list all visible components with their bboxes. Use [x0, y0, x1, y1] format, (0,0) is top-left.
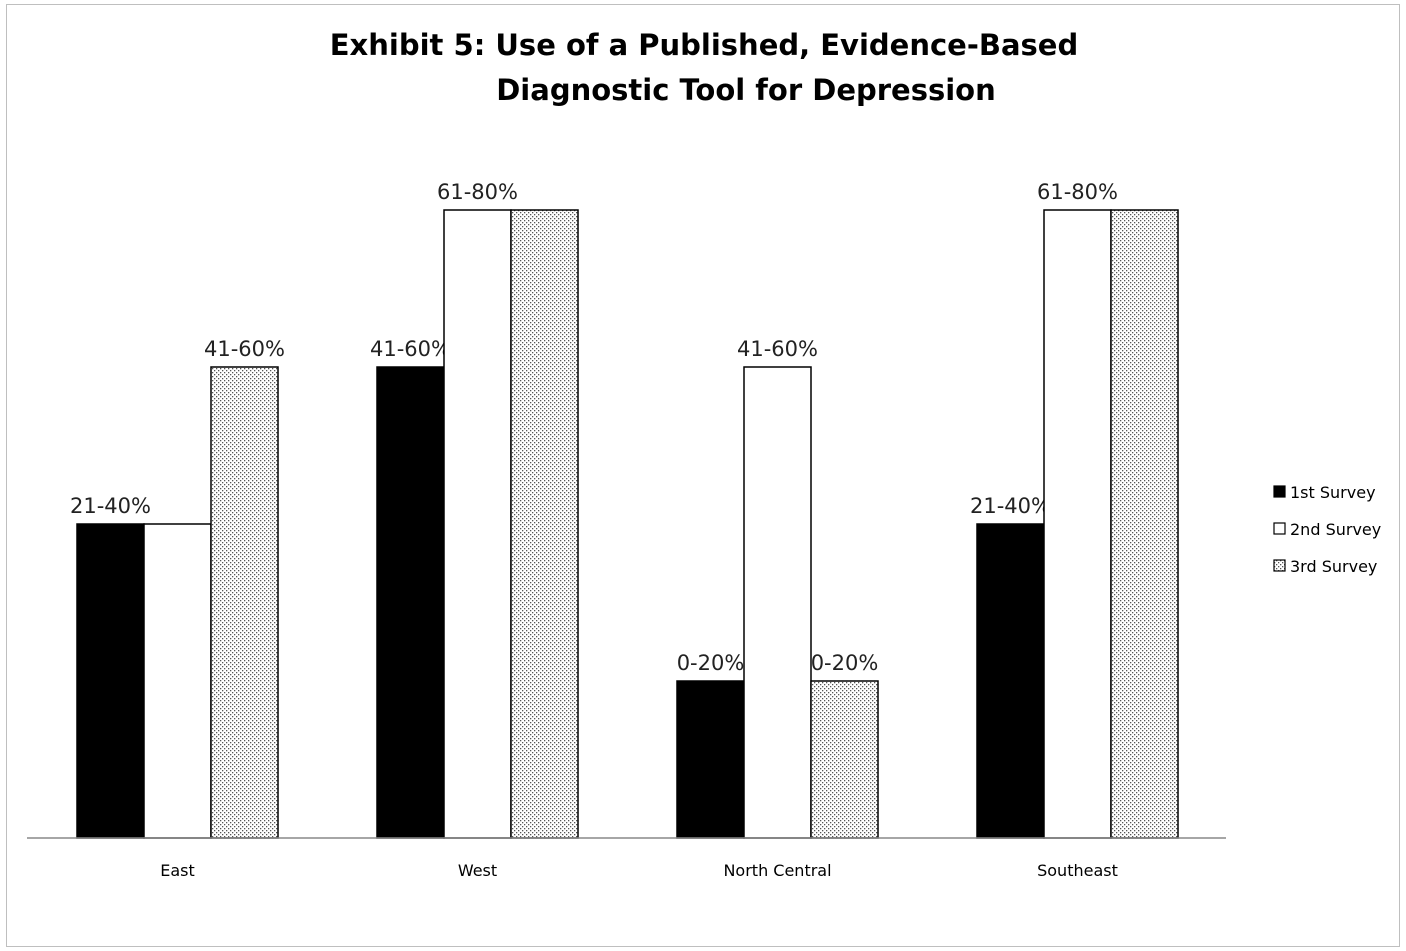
bar-southeast-series-3 — [1110, 209, 1179, 839]
data-label: 41-60% — [737, 337, 818, 361]
bar-east-series-1 — [76, 523, 145, 839]
legend-label-2: 2nd Survey — [1290, 520, 1381, 539]
category-label: East — [160, 861, 195, 880]
legend-swatch-2 — [1273, 522, 1286, 535]
legend-swatch-3 — [1273, 559, 1286, 572]
chart-title-line-2: Diagnostic Tool for Depression — [496, 73, 996, 107]
legend: 1st Survey 2nd Survey 3rd Survey — [1273, 483, 1381, 576]
bar-west-series-1 — [376, 366, 445, 839]
legend-label-3: 3rd Survey — [1290, 557, 1377, 576]
data-label: 41-60% — [204, 337, 285, 361]
bar-north-central-series-1 — [676, 680, 745, 839]
bar-west-series-3 — [510, 209, 579, 839]
chart-title-line-1: Exhibit 5: Use of a Published, Evidence-… — [330, 28, 1078, 62]
data-label: 21-40% — [970, 494, 1051, 518]
bar-southeast-series-1 — [976, 523, 1045, 839]
legend-swatch-1 — [1273, 485, 1286, 498]
data-label: 41-60% — [370, 337, 451, 361]
category-label: West — [458, 861, 497, 880]
data-label: 0-20% — [677, 651, 745, 675]
bar-west-series-2 — [443, 209, 512, 839]
data-label: 61-80% — [1037, 180, 1118, 204]
data-label: 21-40% — [70, 494, 151, 518]
bar-east-series-3 — [210, 366, 279, 839]
category-label: Southeast — [1037, 861, 1118, 880]
category-label: North Central — [723, 861, 831, 880]
bar-southeast-series-2 — [1043, 209, 1112, 839]
data-label: 61-80% — [437, 180, 518, 204]
legend-label-1: 1st Survey — [1290, 483, 1376, 502]
data-label: 0-20% — [811, 651, 879, 675]
bar-north-central-series-2 — [743, 366, 812, 839]
bar-east-series-2 — [143, 523, 212, 839]
bar-north-central-series-3 — [810, 680, 879, 839]
